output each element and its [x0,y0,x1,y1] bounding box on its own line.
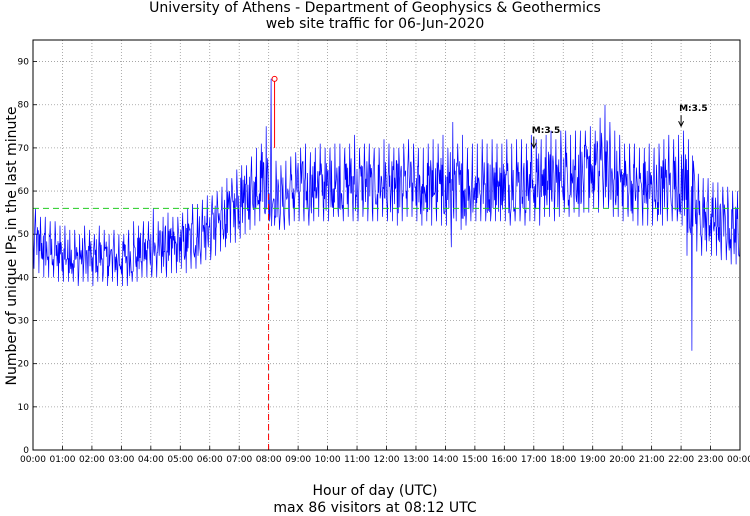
x-tick-label: 05:00 [167,455,193,465]
earthquake-annotation-label: M:3.5 [532,126,561,136]
traffic-series-line [32,78,741,351]
x-tick-label: 21:00 [639,455,665,465]
x-tick-label: 11:00 [344,455,370,465]
earthquake-arrow-head [530,142,537,149]
plot-frame [32,39,741,451]
y-tick-label: 40 [18,273,30,283]
y-tick-label: 80 [18,101,30,111]
x-axis-label: Hour of day (UTC) [312,483,438,499]
y-tick-label: 60 [18,187,30,197]
x-tick-label: 12:00 [374,455,400,465]
x-tick-label: 04:00 [138,455,164,465]
y-tick-label: 50 [18,230,30,240]
x-tick-label: 09:00 [285,455,311,465]
x-tick-label: 03:00 [108,455,134,465]
y-axis-label: Number of unique IPs in the last minute [4,106,20,386]
x-tick-label: 06:00 [197,455,223,465]
chart-title: University of Athens - Department of Geo… [149,0,601,16]
x-tick-label: 07:00 [226,455,252,465]
x-tick-label: 22:00 [668,455,694,465]
y-tick-label: 70 [18,144,30,154]
x-tick-label: 15:00 [462,455,488,465]
x-tick-label: 10:00 [315,455,341,465]
x-tick-label: 00:00 [727,455,750,465]
x-tick-label: 16:00 [491,455,517,465]
y-tick-label: 0 [23,446,29,456]
y-tick-label: 10 [18,403,30,413]
x-tick-label: 01:00 [49,455,75,465]
x-tick-label: 23:00 [698,455,724,465]
x-tick-label: 19:00 [580,455,606,465]
y-tick-label: 30 [18,317,30,327]
max-marker-circle [271,75,278,82]
x-tick-label: 17:00 [521,455,547,465]
earthquake-annotation-label: M:3.5 [679,104,708,114]
x-tick-label: 14:00 [432,455,458,465]
max-visitors-caption: max 86 visitors at 08:12 UTC [273,500,477,516]
x-tick-label: 13:00 [403,455,429,465]
y-tick-label: 90 [18,58,30,68]
x-tick-label: 02:00 [79,455,105,465]
x-tick-label: 20:00 [609,455,635,465]
x-tick-label: 18:00 [550,455,576,465]
x-tick-label: 00:00 [20,455,46,465]
y-tick-label: 20 [18,360,30,370]
x-tick-label: 08:00 [256,455,282,465]
chart-subtitle: web site traffic for 06-Jun-2020 [265,16,485,32]
earthquake-arrow-head [678,120,685,128]
